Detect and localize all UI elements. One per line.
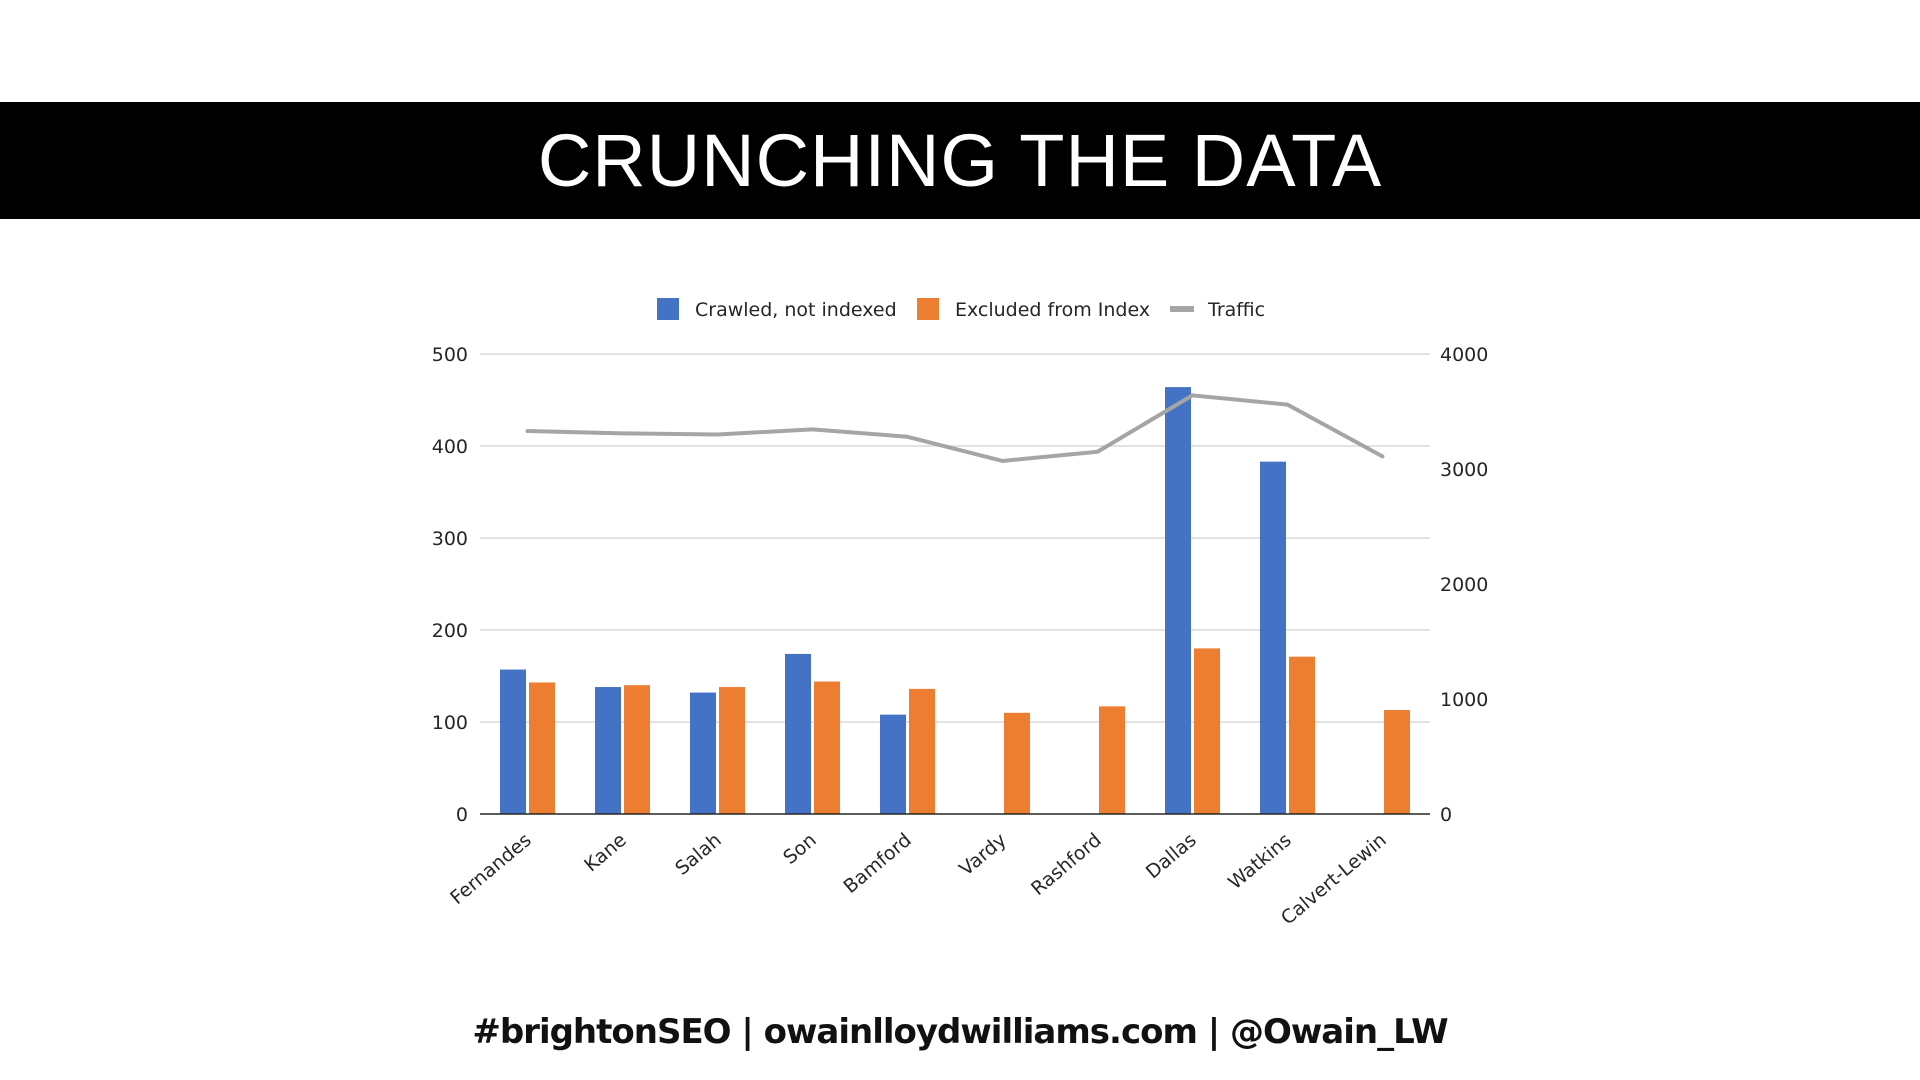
x-tick-label: Watkins (1224, 829, 1296, 894)
legend-label-traffic: Traffic (1207, 299, 1265, 321)
bar-crawled-not-indexed (690, 692, 716, 814)
y2-tick-label: 1000 (1440, 689, 1488, 711)
traffic-series-line (525, 393, 1385, 463)
x-tick-label: Rashford (1027, 829, 1106, 900)
x-tick-label: Kane (580, 829, 631, 876)
y2-tick-label: 2000 (1440, 574, 1488, 596)
bars (500, 387, 1410, 814)
bar-excluded-from-index (1384, 710, 1410, 814)
legend-swatch-excluded-from-index (917, 298, 939, 320)
y-tick-label: 0 (456, 804, 468, 826)
bar-crawled-not-indexed (880, 714, 906, 814)
y-tick-label: 400 (432, 436, 468, 458)
title-bar: CRUNCHING THE DATA (0, 102, 1920, 219)
slide-title: CRUNCHING THE DATA (537, 118, 1383, 202)
bar-excluded-from-index (1004, 712, 1030, 814)
x-tick-label: Salah (671, 829, 725, 880)
y-tick-label: 500 (432, 344, 468, 366)
bar-crawled-not-indexed (1165, 387, 1191, 814)
y-tick-label: 300 (432, 528, 468, 550)
legend-label-excluded-from-index: Excluded from Index (955, 299, 1150, 321)
bar-excluded-from-index (1289, 656, 1315, 814)
x-tick-label: Fernandes (446, 829, 536, 909)
bar-crawled-not-indexed (595, 687, 621, 814)
bar-crawled-not-indexed (785, 653, 811, 814)
bar-excluded-from-index (624, 685, 650, 814)
legend-swatch-traffic (1170, 306, 1194, 312)
y2-tick-label: 4000 (1440, 344, 1488, 366)
x-tick-label: Dallas (1142, 829, 1201, 883)
y-tick-label: 100 (432, 712, 468, 734)
x-tick-label: Son (779, 829, 821, 869)
bar-excluded-from-index (719, 687, 745, 814)
y2-tick-label: 3000 (1440, 459, 1488, 481)
bar-excluded-from-index (909, 688, 935, 814)
bar-excluded-from-index (1099, 706, 1125, 814)
gridlines (480, 353, 1430, 723)
bar-excluded-from-index (814, 681, 840, 814)
traffic-line (525, 393, 1385, 463)
footer-text: #brightonSEO | owainlloydwilliams.com | … (472, 1012, 1448, 1052)
legend-label-crawled-not-indexed: Crawled, not indexed (695, 299, 897, 321)
x-tick-label: Bamford (839, 829, 915, 898)
bar-excluded-from-index (1194, 648, 1220, 814)
legend: Crawled, not indexed Excluded from Index T… (657, 298, 1265, 321)
bar-crawled-not-indexed (500, 669, 526, 814)
legend-swatch-crawled-not-indexed (657, 298, 679, 320)
y2-tick-label: 0 (1440, 804, 1452, 826)
x-tick-label: Vardy (955, 829, 1010, 881)
bar-excluded-from-index (529, 682, 555, 814)
bar-crawled-not-indexed (1260, 461, 1286, 814)
y-tick-label: 200 (432, 620, 468, 642)
